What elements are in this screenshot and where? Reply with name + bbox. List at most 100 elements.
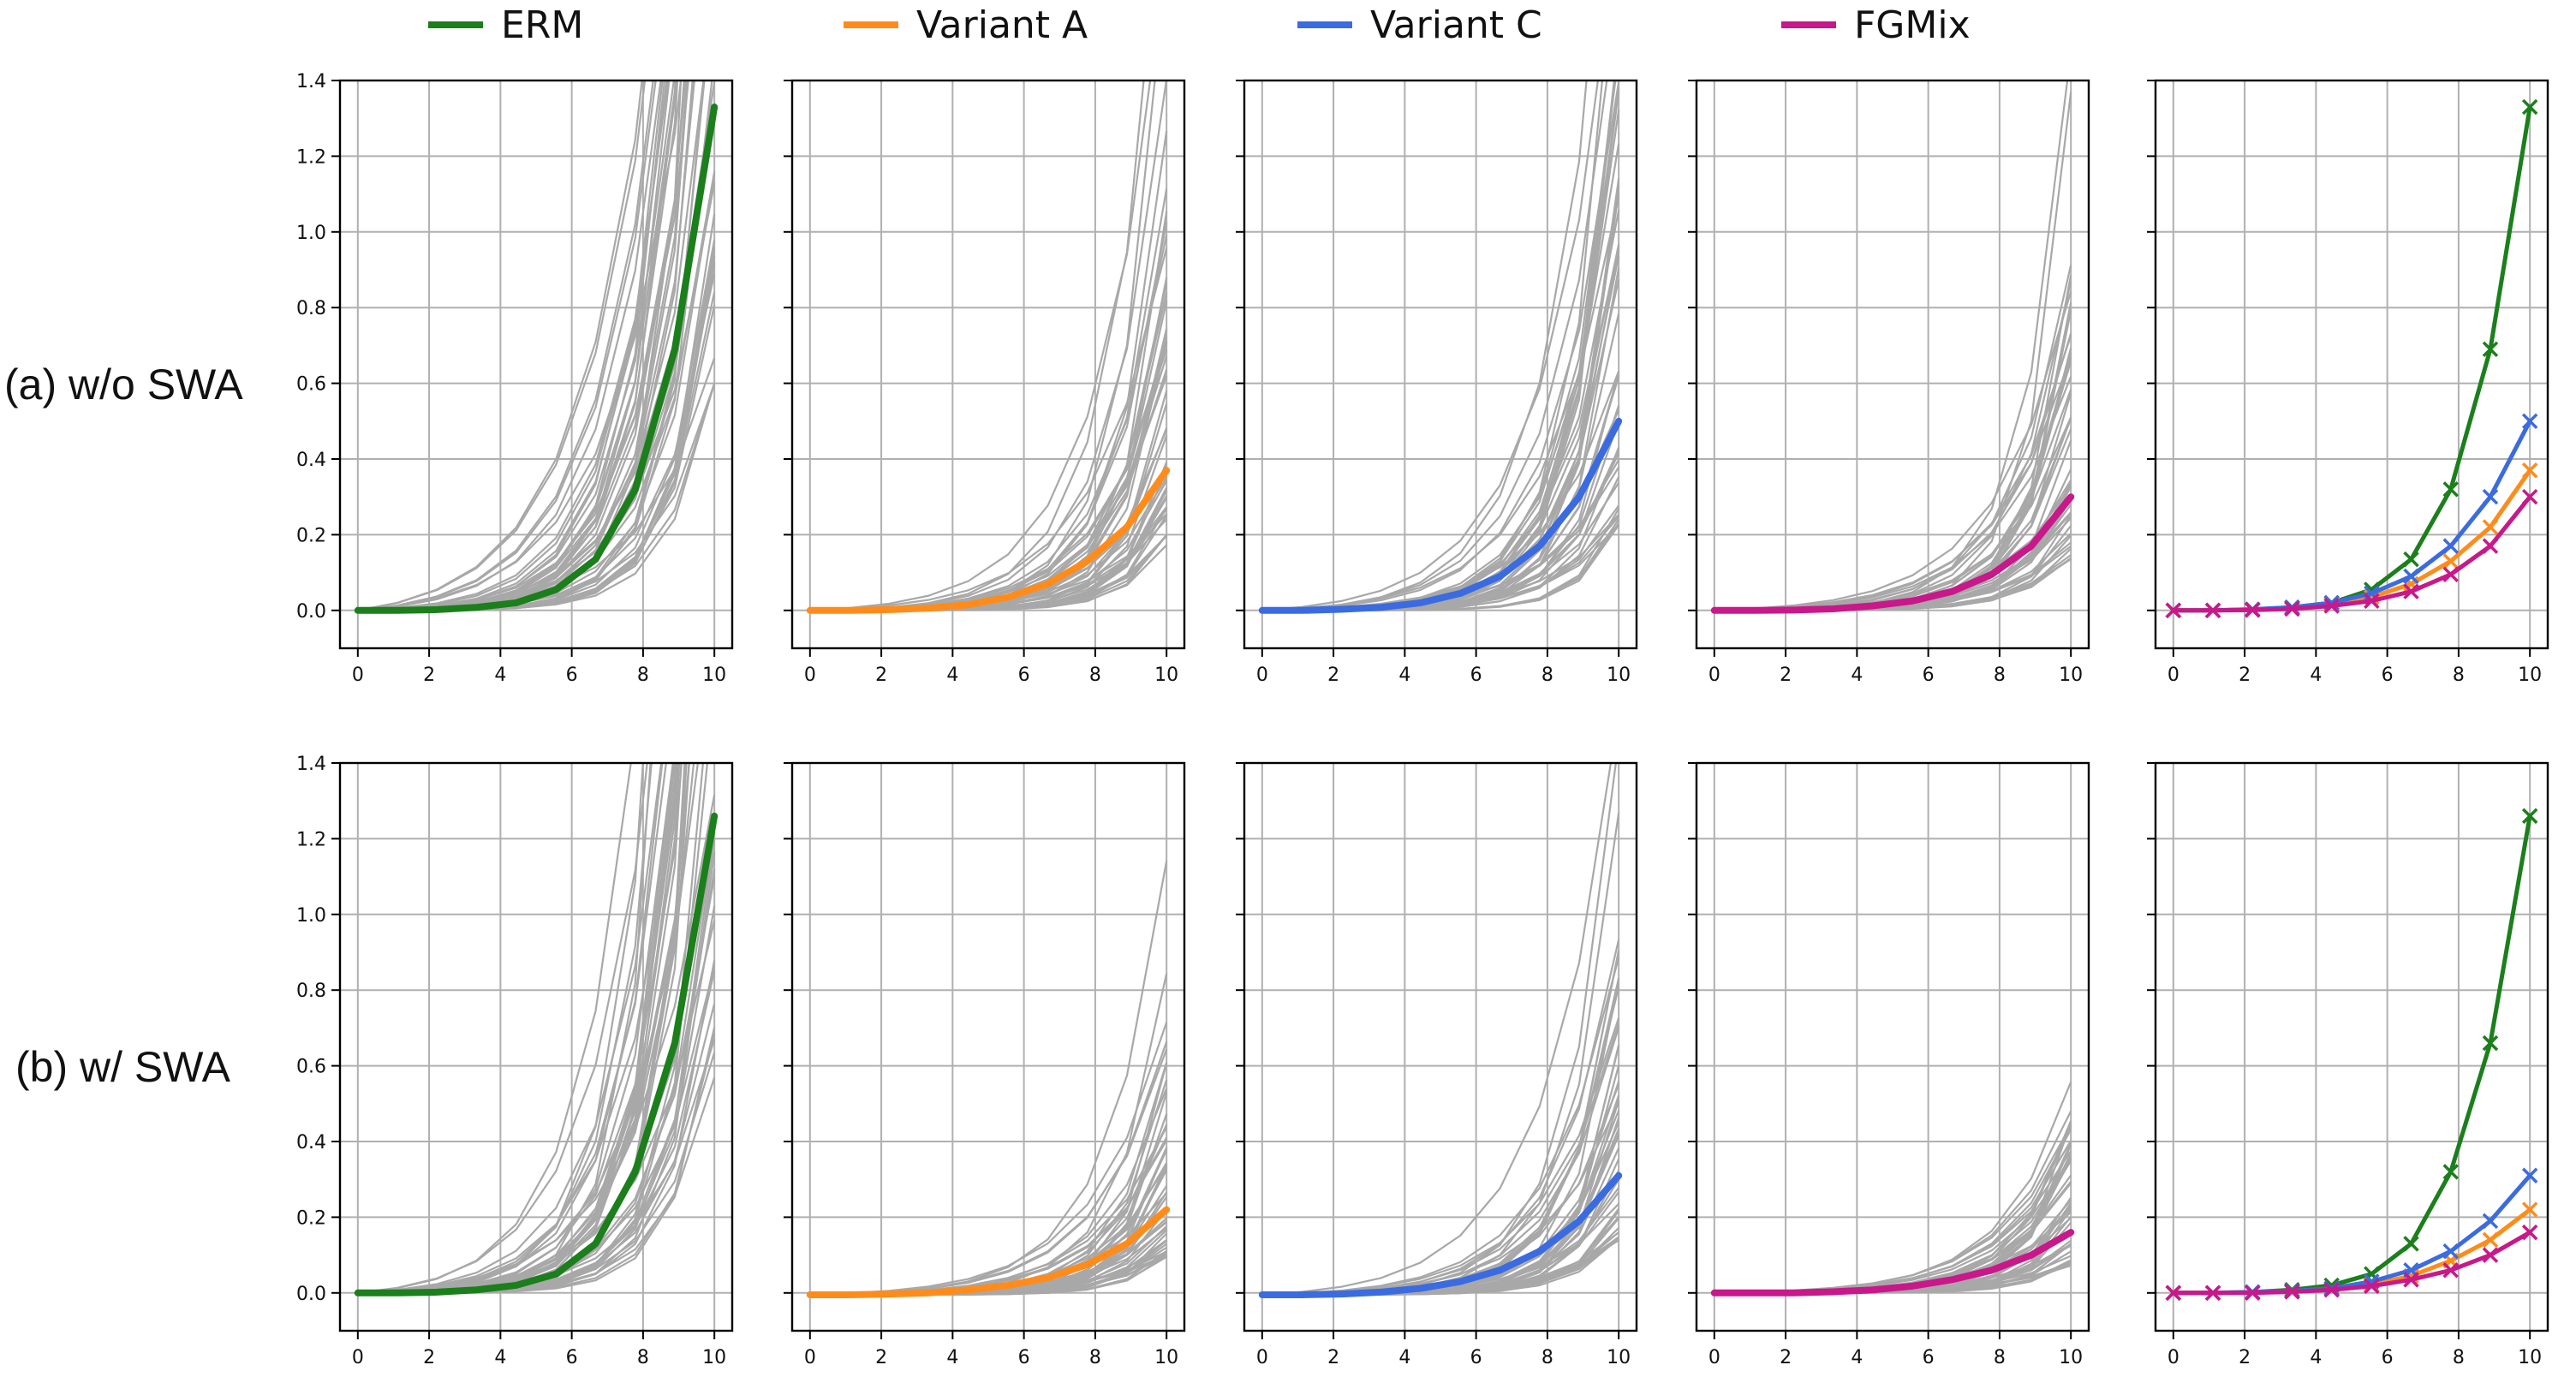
x-tick-label: 6 [1018, 665, 1030, 686]
legend-label: FGMix [1854, 3, 1971, 47]
background-curve [1261, 91, 1620, 611]
background-curve [357, 763, 667, 1294]
x-tick-label: 6 [2382, 665, 2394, 686]
x-tick-label: 8 [637, 1347, 649, 1368]
data-point [2442, 566, 2459, 583]
x-tick-label: 8 [1541, 1347, 1553, 1368]
series-variant-c [1258, 417, 1623, 614]
x-tick-label: 6 [566, 665, 578, 686]
x-axis: 0 2 4 6 8 10 [1256, 1331, 1631, 1368]
legend-item-variant-c: Variant C [1297, 3, 1542, 47]
data-point [2442, 1164, 2459, 1180]
x-tick-label: 4 [946, 1347, 958, 1368]
axes-frame [338, 79, 734, 650]
axes-frame [1243, 79, 1638, 650]
x-tick-label: 8 [1541, 665, 1553, 686]
series-line [2171, 494, 2532, 613]
legend-label: ERM [501, 3, 583, 47]
panels: 0 2 4 6 8 10 0.0 0.2 0.4 0.6 0.8 1.0 1.2 1.4 0 2 4 6 8 10 0 2… [296, 71, 2549, 1368]
x-tick-label: 0 [804, 665, 816, 686]
series-line [1258, 417, 1623, 614]
series-line [806, 1206, 1171, 1299]
background-curve [357, 763, 648, 1294]
data-point [2403, 583, 2419, 599]
x-tick-label: 4 [2310, 1347, 2322, 1368]
x-tick-label: 10 [1154, 665, 1178, 686]
axes-frame [790, 79, 1186, 650]
x-tick-label: 4 [946, 665, 958, 686]
panel-a-2: 0 2 4 6 8 10 [784, 79, 1186, 686]
x-tick-label: 4 [494, 665, 506, 686]
x-tick-label: 4 [2310, 665, 2322, 686]
background-curve [357, 763, 688, 1294]
x-tick-label: 8 [637, 665, 649, 686]
background-curve [357, 794, 716, 1294]
y-tick-label: 0.8 [296, 298, 326, 319]
background-curve [357, 80, 664, 611]
x-tick-label: 10 [2518, 1347, 2542, 1368]
y-axis [1236, 80, 1244, 611]
axes-frame [2154, 761, 2549, 1332]
background-curve [1261, 1084, 1620, 1297]
data-point [2482, 1034, 2499, 1052]
x-tick-label: 0 [1256, 1347, 1268, 1368]
x-tick-label: 8 [1089, 1347, 1101, 1368]
x-tick-label: 10 [1154, 1347, 1178, 1368]
data-point [2482, 488, 2499, 505]
background-curve [1261, 1081, 1620, 1297]
series-fgmix [1710, 493, 2075, 614]
plot-area [1710, 1082, 2075, 1297]
y-axis: 0.0 0.2 0.4 0.6 0.8 1.0 1.2 1.4 [296, 71, 340, 623]
axes-frame [338, 761, 734, 1332]
y-tick-label: 1.0 [296, 905, 326, 927]
y-tick-label: 0.6 [296, 1057, 326, 1078]
data-point [2482, 1247, 2499, 1263]
data-point [2482, 341, 2499, 358]
data-point [2204, 1285, 2221, 1302]
plot-area [1710, 80, 2075, 614]
y-axis [2147, 80, 2156, 611]
y-axis [1236, 762, 1244, 1294]
data-point [2165, 602, 2182, 619]
x-tick-label: 10 [1607, 665, 1631, 686]
background-curve [1714, 291, 2072, 611]
plot-area [2165, 808, 2538, 1302]
series-line [2171, 468, 2532, 613]
x-axis: 0 2 4 6 8 10 [2168, 1331, 2542, 1368]
background-curve [357, 763, 675, 1294]
background-curve [1261, 763, 1613, 1297]
x-tick-label: 4 [494, 1347, 506, 1368]
panel-a-3: 0 2 4 6 8 10 [1236, 79, 1638, 686]
panel-a-4: 0 2 4 6 8 10 [1688, 79, 2090, 686]
panel-b-3: 0 2 4 6 8 10 [1236, 761, 1638, 1368]
data-point [2204, 602, 2221, 619]
series-line [1258, 1171, 1623, 1299]
series-fgmix [2165, 488, 2538, 619]
data-point [2482, 519, 2499, 535]
legend-item-variant-a: Variant A [844, 3, 1088, 47]
series-line [354, 103, 719, 614]
x-tick-label: 2 [2239, 665, 2251, 686]
background-curve [1261, 763, 1617, 1297]
data-point [2442, 538, 2459, 554]
series-line [2171, 814, 2532, 1296]
plot-area [354, 763, 719, 1297]
row-labels: (a) w/o SWA (b) w/ SWA [4, 361, 243, 1091]
y-tick-label: 1.2 [296, 829, 326, 850]
x-axis: 0 2 4 6 8 10 [352, 648, 726, 686]
background-curves [1261, 763, 1620, 1297]
series-erm [354, 812, 719, 1297]
axes-frame [1243, 761, 1638, 1332]
series-fgmix [1710, 1229, 2075, 1297]
legend-item-erm: ERM [428, 3, 583, 47]
background-curves [809, 80, 1168, 611]
x-tick-label: 4 [1851, 665, 1863, 686]
x-tick-label: 10 [702, 665, 726, 686]
grid [2156, 80, 2548, 648]
x-tick-label: 2 [1780, 665, 1792, 686]
data-point [2403, 1272, 2419, 1288]
data-point [2521, 98, 2538, 116]
x-tick-label: 0 [352, 1347, 364, 1368]
x-tick-label: 2 [1327, 665, 1339, 686]
background-curve [1714, 1110, 2072, 1294]
